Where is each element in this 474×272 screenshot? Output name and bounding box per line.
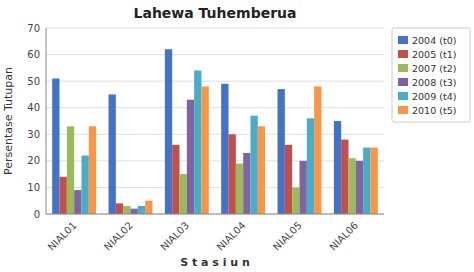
bar <box>314 86 321 214</box>
legend-swatch <box>398 106 408 114</box>
legend-label: 2007 (t2) <box>412 63 456 74</box>
legend-swatch <box>398 36 408 44</box>
bar <box>138 206 145 214</box>
y-axis-line <box>46 28 47 214</box>
bar <box>363 148 370 214</box>
bar <box>180 174 187 214</box>
y-tick-label: 10 <box>27 182 40 193</box>
x-tick-label: NIAL04 <box>215 220 248 253</box>
legend-label: 2005 (t1) <box>412 49 456 60</box>
bar <box>292 187 299 214</box>
x-tick-label: NIAL05 <box>271 220 304 253</box>
y-tick-label: 70 <box>27 23 40 34</box>
grid-line <box>46 160 384 161</box>
bar <box>67 126 74 214</box>
bar <box>278 89 285 214</box>
bar <box>194 71 201 214</box>
bar <box>131 209 138 214</box>
legend-swatch <box>398 78 408 86</box>
legend-label: 2004 (t0) <box>412 35 456 46</box>
x-axis-line <box>46 214 384 215</box>
grid-line <box>46 134 384 135</box>
y-tick-label: 30 <box>27 129 40 140</box>
legend-swatch <box>398 50 408 58</box>
legend-box <box>392 28 470 122</box>
bar <box>123 206 130 214</box>
bar <box>341 140 348 214</box>
bar <box>187 100 194 214</box>
bar <box>356 161 363 214</box>
grid-line <box>46 28 384 29</box>
bar <box>52 78 59 214</box>
legend-label: 2009 (t4) <box>412 91 456 102</box>
bars <box>52 49 378 214</box>
title: Lahewa Tuhemberua <box>134 5 297 21</box>
x-tick-label: NIAL02 <box>102 220 135 253</box>
bar <box>109 94 116 214</box>
legend-swatch <box>398 92 408 100</box>
x-tick-label: NIAL03 <box>158 220 191 253</box>
bar <box>165 49 172 214</box>
bar <box>74 190 81 214</box>
bar <box>258 126 265 214</box>
bar <box>285 145 292 214</box>
bar <box>300 161 307 214</box>
legend-label: 2010 (t5) <box>412 105 456 116</box>
legend-label: 2008 (t3) <box>412 77 456 88</box>
legend-swatch <box>398 64 408 72</box>
grid-line <box>46 214 384 215</box>
x-tick-label: NIAL01 <box>46 220 79 253</box>
y-tick-label: 20 <box>27 155 40 166</box>
bar <box>89 126 96 214</box>
bar <box>236 164 243 214</box>
bar <box>349 158 356 214</box>
grid-line <box>46 107 384 108</box>
grid-line <box>46 54 384 55</box>
chart: 0 10 20 30 40 50 60 70 NIAL01 NIAL02 NIAL03 NIAL04 N… <box>0 0 474 272</box>
bar <box>60 177 67 214</box>
y-tick-label: 0 <box>34 209 40 220</box>
y-tick-label: 50 <box>27 76 40 87</box>
y-axis-label: Persentase Tutupan <box>2 67 15 175</box>
bar <box>334 121 341 214</box>
bar <box>243 153 250 214</box>
legend: 2004 (t0) 2005 (t1) 2007 (t2) 2008 (t3) 2009… <box>392 28 470 122</box>
grid-line <box>46 81 384 82</box>
bar <box>116 203 123 214</box>
y-tick-label: 60 <box>27 49 40 60</box>
bar <box>81 156 88 214</box>
bar <box>201 86 208 214</box>
bar <box>229 134 236 214</box>
bar <box>145 201 152 214</box>
bar <box>172 145 179 214</box>
bar <box>307 118 314 214</box>
bar <box>221 84 228 214</box>
y-tick-label: 40 <box>27 102 40 113</box>
bar <box>370 148 377 214</box>
bar <box>250 116 257 214</box>
grid-line <box>46 187 384 188</box>
x-tick-label: NIAL06 <box>327 220 360 253</box>
x-axis-label: S t a s i u n <box>180 256 250 269</box>
